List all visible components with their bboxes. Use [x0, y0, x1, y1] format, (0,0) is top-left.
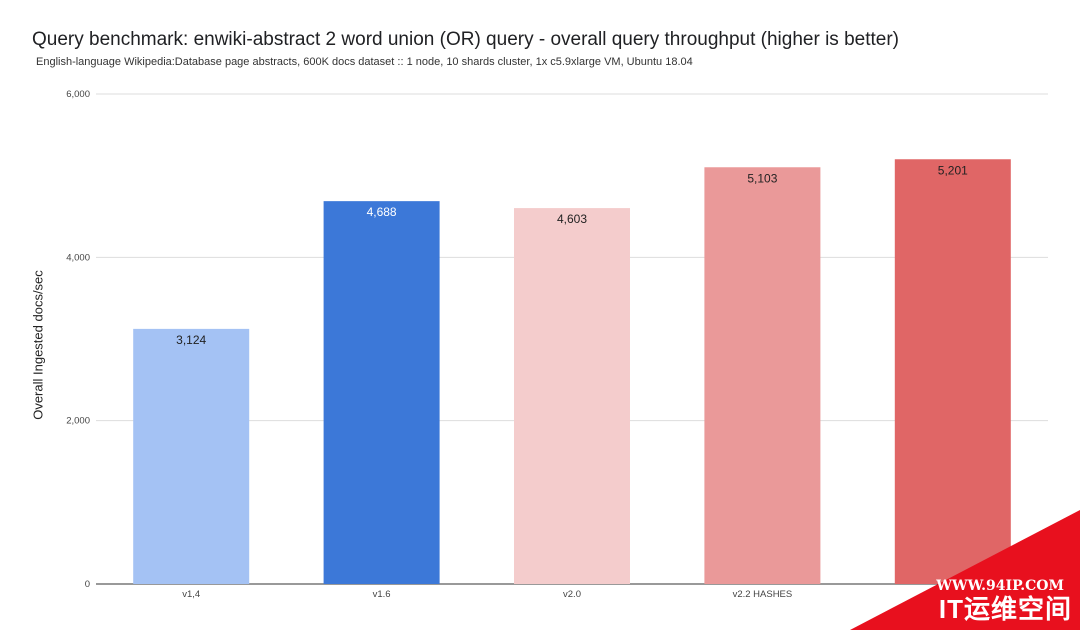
data-label: 4,603 — [557, 212, 587, 226]
y-tick-label: 4,000 — [66, 252, 90, 263]
watermark: WWW.94IP.COM IT运维空间 — [850, 510, 1080, 630]
bar — [704, 167, 821, 584]
y-tick-label: 6,000 — [66, 89, 90, 100]
chart-subtitle: English-language Wikipedia:Database page… — [36, 56, 693, 68]
y-tick-label: 0 — [85, 579, 90, 590]
watermark-url: WWW.94IP.COM — [936, 578, 1064, 594]
watermark-triangle — [850, 510, 1080, 630]
chart-title: Query benchmark: enwiki-abstract 2 word … — [32, 29, 899, 50]
bar — [894, 159, 1011, 585]
x-tick-label: v1,4 — [182, 589, 200, 600]
data-label: 5,103 — [747, 171, 777, 185]
data-label: 5,201 — [938, 163, 968, 177]
data-label: 4,688 — [367, 205, 397, 219]
x-tick-label: v2.2 HASHES — [733, 589, 793, 600]
watermark-brand: IT运维空间 — [938, 594, 1072, 624]
bar — [514, 208, 630, 585]
data-label: 3,124 — [176, 333, 206, 347]
x-tick-label: v2.0 — [563, 589, 581, 600]
y-tick-label: 2,000 — [66, 416, 90, 427]
x-tick-label: v1.6 — [373, 589, 391, 600]
bar — [323, 201, 440, 584]
bar — [133, 328, 250, 584]
